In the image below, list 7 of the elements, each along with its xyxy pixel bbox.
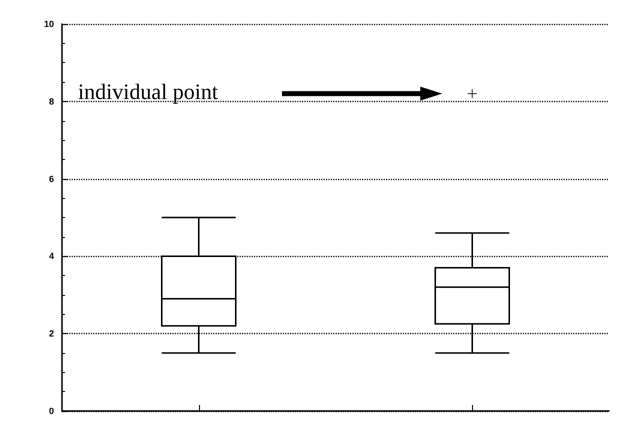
y-tick-label: 6 (48, 174, 54, 184)
annotation: individual point (78, 79, 218, 104)
y-tick-label: 10 (44, 19, 54, 29)
y-tick-label: 8 (48, 96, 54, 106)
y-tick-label: 2 (48, 328, 54, 339)
y-tick-label: 4 (48, 251, 54, 262)
y-tick-label: 0 (48, 406, 54, 416)
